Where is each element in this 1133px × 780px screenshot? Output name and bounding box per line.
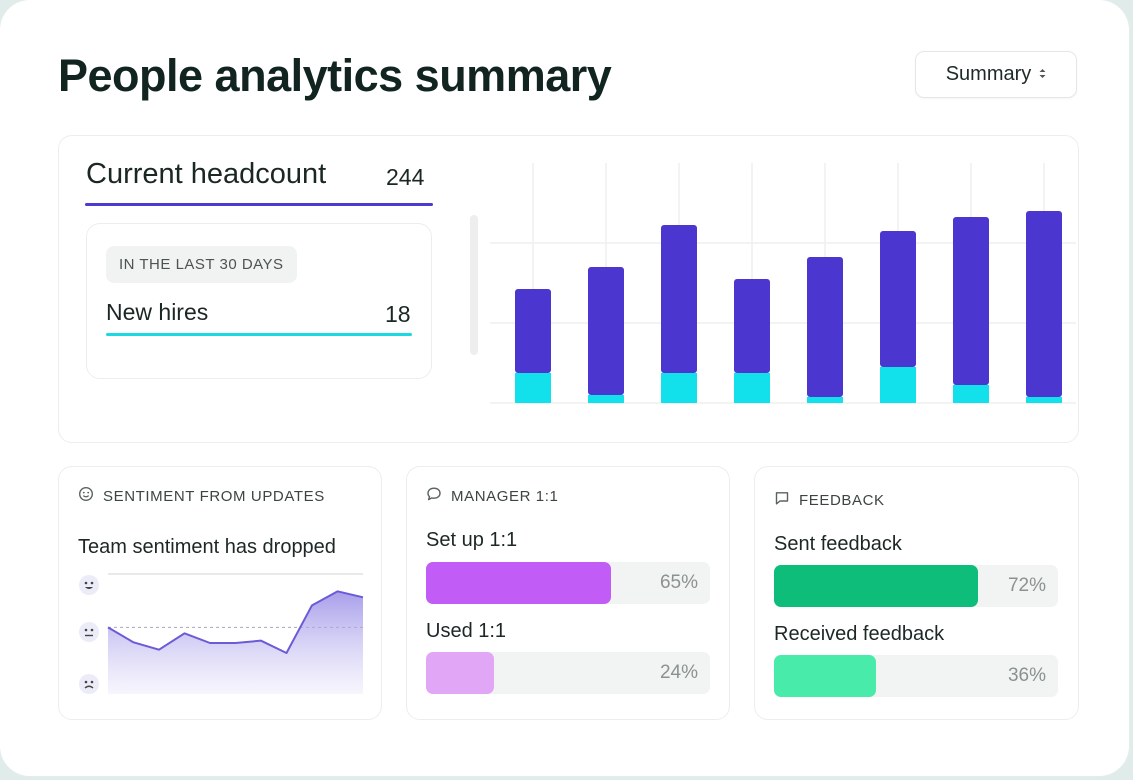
new-hires-underline (106, 333, 412, 336)
sentiment-line-chart (79, 573, 364, 694)
used-percent: 24% (659, 662, 698, 683)
chart-scrollbar[interactable] (470, 215, 478, 355)
chat-bubble-icon (426, 486, 442, 506)
received-feedback-fill (774, 655, 877, 697)
bar-new-hires[interactable] (1026, 397, 1062, 403)
feedback-header-label: FEEDBACK (799, 491, 885, 509)
received-feedback-percent: 36% (1007, 665, 1046, 686)
used-progress: 24% (426, 652, 710, 694)
sentiment-line (107, 590, 364, 654)
new-hires-label[interactable]: New hires (106, 299, 209, 325)
bar-new-hires[interactable] (515, 373, 551, 403)
set-up-fill (426, 562, 611, 604)
sent-feedback-percent: 72% (1007, 575, 1046, 596)
period-badge: IN THE LAST 30 DAYS (106, 246, 297, 283)
bar-new-hires[interactable] (880, 367, 916, 403)
manager-header-label: MANAGER 1:1 (451, 487, 559, 505)
received-feedback-label: Received feedback (774, 623, 945, 645)
bar-headcount[interactable] (588, 267, 624, 395)
bar-headcount[interactable] (953, 217, 989, 385)
bar-headcount[interactable] (734, 279, 770, 373)
message-square-icon (774, 490, 790, 510)
new-hires-value: 18 (385, 301, 411, 327)
feedback-header: FEEDBACK (774, 490, 885, 510)
sentiment-header: SENTIMENT FROM UPDATES (78, 486, 325, 506)
neutral-face-icon (79, 622, 99, 642)
bar-new-hires[interactable] (588, 395, 624, 403)
bar-headcount[interactable] (515, 289, 551, 373)
manager-header: MANAGER 1:1 (426, 486, 558, 506)
current-headcount-value: 244 (386, 164, 425, 190)
bar-headcount[interactable] (807, 257, 843, 397)
sentiment-area (108, 591, 363, 694)
sentiment-title: Team sentiment has dropped (78, 536, 336, 558)
bar-headcount[interactable] (1026, 211, 1062, 397)
headcount-underline (85, 203, 433, 206)
bar-headcount[interactable] (661, 225, 697, 373)
sad-face-icon (79, 674, 99, 694)
used-fill (426, 652, 495, 694)
smiley-icon (78, 486, 94, 506)
headcount-bar-chart (490, 163, 1076, 404)
set-up-label: Set up 1:1 (426, 529, 518, 551)
sent-feedback-progress: 72% (774, 565, 1058, 607)
bar-new-hires[interactable] (807, 397, 843, 403)
bar-new-hires[interactable] (734, 373, 770, 403)
view-select-value: Summary (945, 63, 1032, 85)
bar-headcount[interactable] (880, 231, 916, 367)
sent-feedback-label: Sent feedback (774, 533, 902, 555)
received-feedback-progress: 36% (774, 655, 1058, 697)
happy-face-icon (79, 575, 99, 595)
sentiment-header-label: SENTIMENT FROM UPDATES (103, 487, 325, 505)
set-up-progress: 65% (426, 562, 710, 604)
bar-new-hires[interactable] (953, 385, 989, 403)
set-up-percent: 65% (659, 572, 698, 593)
up-down-caret-icon (1039, 68, 1046, 82)
bar-new-hires[interactable] (661, 373, 697, 403)
page-title: People analytics summary (58, 50, 612, 101)
current-headcount-label[interactable]: Current headcount (86, 158, 327, 190)
used-label: Used 1:1 (426, 620, 507, 642)
view-select[interactable]: Summary (915, 51, 1077, 98)
sent-feedback-fill (774, 565, 979, 607)
